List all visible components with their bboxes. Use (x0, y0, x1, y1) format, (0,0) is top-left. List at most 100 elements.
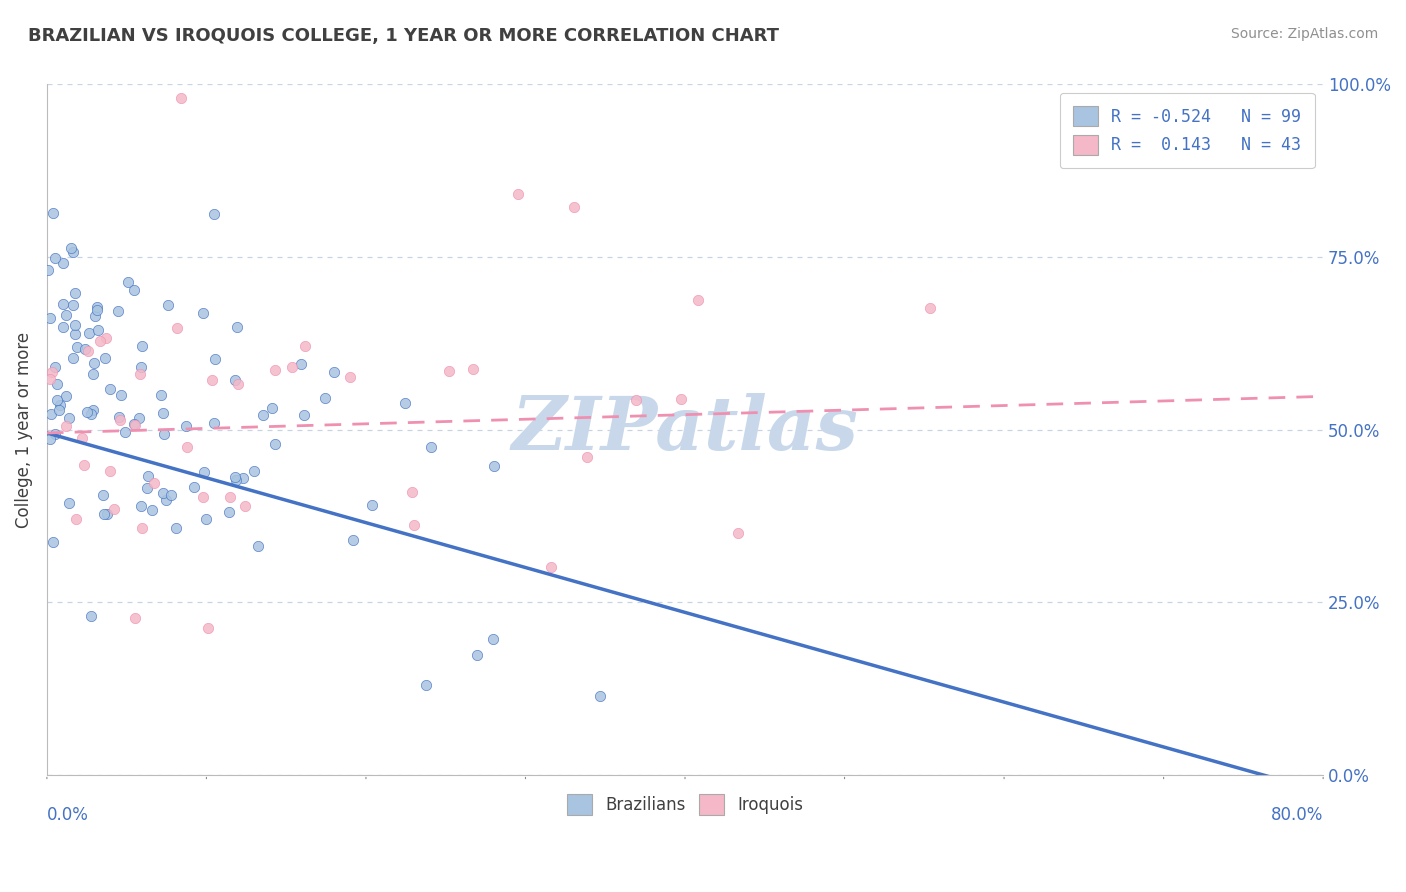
Point (686, 293, 709, 307)
Point (183, 480, 205, 494)
Point (55, 418, 77, 433)
Point (176, 440, 198, 454)
Point (131, 521, 153, 535)
Point (589, 689, 612, 703)
Point (66, 341, 89, 355)
Point (129, 360, 152, 375)
Point (75, 342, 97, 356)
Point (52, 319, 75, 334)
Point (76, 405, 98, 419)
Point (262, 401, 284, 416)
Point (94, 351, 117, 365)
Point (42, 206, 65, 220)
Point (294, 339, 316, 353)
Point (342, 533, 364, 548)
Point (45, 392, 67, 407)
Point (59, 241, 82, 255)
Point (202, 207, 225, 221)
Point (624, 393, 647, 408)
Point (263, 363, 285, 377)
Point (361, 498, 384, 512)
Point (108, 410, 131, 425)
Point (72, 431, 94, 445)
Point (202, 416, 225, 430)
Point (65, 512, 87, 526)
Point (152, 485, 174, 500)
Point (42, 535, 65, 549)
Point (264, 437, 287, 451)
Legend: Brazilians, Iroquois: Brazilians, Iroquois (560, 788, 810, 822)
Point (465, 648, 488, 663)
Point (41, 407, 63, 421)
Point (155, 492, 177, 507)
Point (91, 488, 114, 502)
Point (166, 321, 188, 335)
Point (44, 359, 66, 374)
Point (252, 408, 274, 422)
Point (135, 481, 157, 495)
Point (94, 330, 117, 344)
Text: 0.0%: 0.0% (46, 805, 89, 823)
Point (98, 383, 121, 397)
Point (122, 283, 145, 297)
Point (96, 507, 118, 521)
Point (63, 318, 86, 333)
Point (226, 320, 249, 334)
Point (281, 360, 304, 375)
Point (49, 398, 72, 412)
Point (73, 458, 96, 472)
Point (62, 244, 84, 259)
Point (420, 441, 443, 455)
Point (218, 490, 240, 504)
Point (671, 392, 693, 406)
Point (38, 372, 60, 386)
Text: Source: ZipAtlas.com: Source: ZipAtlas.com (1230, 27, 1378, 41)
Text: BRAZILIAN VS IROQUOIS COLLEGE, 1 YEAR OR MORE CORRELATION CHART: BRAZILIAN VS IROQUOIS COLLEGE, 1 YEAR OR… (28, 27, 779, 45)
Point (224, 373, 246, 387)
Point (128, 411, 150, 425)
Point (225, 473, 247, 487)
Point (55, 389, 77, 403)
Point (77, 326, 100, 341)
Point (107, 304, 129, 318)
Point (44, 251, 66, 265)
Point (62, 298, 84, 312)
Point (481, 632, 503, 646)
Point (86, 302, 108, 317)
Point (246, 540, 269, 554)
Point (242, 464, 264, 478)
Text: 80.0%: 80.0% (1271, 805, 1323, 823)
Point (117, 275, 139, 289)
Point (482, 459, 505, 474)
Point (80, 608, 103, 623)
Point (226, 376, 249, 391)
Point (437, 364, 460, 378)
Point (114, 425, 136, 439)
Point (103, 502, 125, 516)
Point (142, 476, 165, 491)
Point (52, 297, 75, 311)
Point (156, 298, 179, 312)
Point (193, 306, 215, 320)
Y-axis label: College, 1 year or more: College, 1 year or more (15, 332, 32, 527)
Point (401, 484, 423, 499)
Point (93, 508, 115, 522)
Point (165, 521, 187, 535)
Point (292, 408, 315, 422)
Point (575, 450, 598, 465)
Point (86, 301, 108, 315)
Point (461, 362, 484, 376)
Point (41, 365, 63, 379)
Point (87, 323, 110, 337)
Point (314, 391, 336, 405)
Text: ZIPatlas: ZIPatlas (512, 393, 859, 466)
Point (83, 356, 105, 370)
Point (415, 678, 437, 692)
Point (45, 376, 67, 391)
Point (193, 465, 215, 479)
Point (39, 432, 62, 446)
Point (129, 499, 152, 513)
Point (65, 327, 87, 342)
Point (152, 406, 174, 420)
Point (108, 412, 131, 426)
